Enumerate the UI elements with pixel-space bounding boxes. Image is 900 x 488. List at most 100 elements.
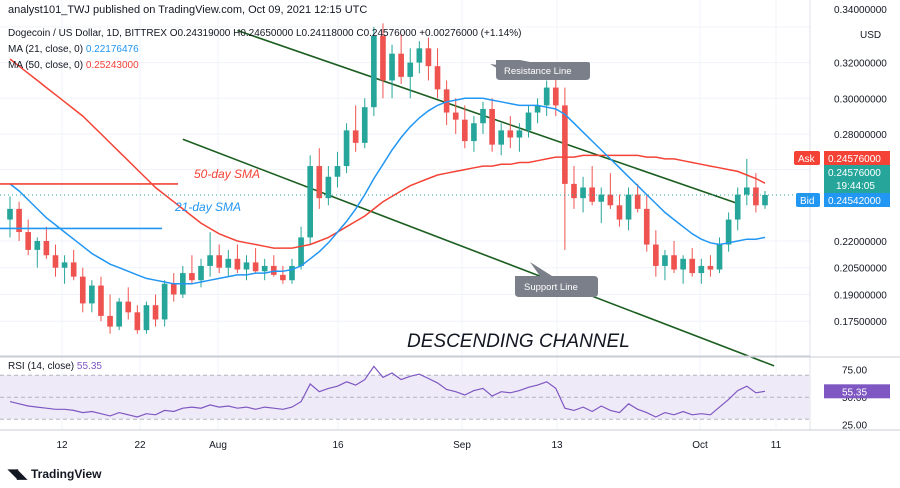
support-label: Support Line xyxy=(524,282,578,293)
candle-body xyxy=(70,262,77,277)
time-tick: 22 xyxy=(134,440,146,451)
candle-body xyxy=(298,237,304,266)
candle-body xyxy=(443,89,450,113)
time-tick: 11 xyxy=(771,440,782,451)
price-tick: 0.32000000 xyxy=(834,59,887,70)
candle-body xyxy=(170,283,177,295)
candle-body xyxy=(252,262,259,272)
horizontal-levels xyxy=(0,183,178,230)
candle-body xyxy=(225,258,232,268)
candle-body xyxy=(16,208,22,233)
candle-body xyxy=(43,240,50,256)
last-price-value: 0.24576000 xyxy=(828,168,881,179)
candle-body xyxy=(653,244,659,266)
candle-body xyxy=(361,107,368,143)
candle-body xyxy=(571,183,577,199)
candles xyxy=(7,23,768,334)
candle-body xyxy=(7,208,13,220)
candle-body xyxy=(307,166,314,238)
candle-body xyxy=(371,35,377,108)
time-tick: Aug xyxy=(209,440,227,451)
candle-body xyxy=(143,305,150,331)
support-channel-line xyxy=(182,138,775,367)
candle-body xyxy=(325,176,332,199)
descending-channel xyxy=(182,29,775,367)
candle-body xyxy=(753,187,759,206)
price-tick: 0.28000000 xyxy=(834,130,887,141)
time-tick: Oct xyxy=(692,440,708,451)
candle-body xyxy=(507,130,514,138)
candle-body xyxy=(79,276,86,304)
candle-body xyxy=(471,123,477,142)
rsi-tick: 50.00 xyxy=(842,393,867,404)
candle-body xyxy=(389,53,395,81)
tradingview-logo[interactable]: ◥◣ TradingView xyxy=(8,466,101,482)
price-tick: 0.30000000 xyxy=(834,94,887,105)
candle-body xyxy=(343,130,350,167)
candle-body xyxy=(198,265,204,281)
candle-body xyxy=(516,130,523,138)
bid-value: 0.24542000 xyxy=(828,196,881,207)
ask-tag-label: Ask xyxy=(798,154,816,165)
ma21-legend[interactable]: MA (21, close, 0) 0.22176476 xyxy=(8,44,139,55)
candle-body xyxy=(98,285,104,316)
price-tick: 0.17500000 xyxy=(834,317,887,328)
rsi-tick: 75.00 xyxy=(842,366,867,377)
ohlc-line: Dogecoin / US Dollar, 1D, BITTREX O0.243… xyxy=(8,28,522,39)
candle-body xyxy=(743,187,750,195)
ma50-legend[interactable]: MA (50, close, 0) 0.25243000 xyxy=(8,60,139,71)
annotations: 50-day SMA 21-day SMA Resistance Line Suppo… xyxy=(174,60,630,352)
ma21-label: MA (21, close, 0) xyxy=(8,44,84,55)
resistance-label: Resistance Line xyxy=(504,66,572,77)
candle-body xyxy=(334,166,341,177)
price-axis[interactable]: 0.34000000 USD 0.32000000 0.30000000 0.28000… xyxy=(0,5,890,328)
ma21-annotation: 21-day SMA xyxy=(174,200,241,214)
ma21-line xyxy=(9,97,766,285)
candle-body xyxy=(562,105,568,184)
candle-body xyxy=(207,255,213,266)
rsi-line xyxy=(9,365,766,418)
candle-body xyxy=(698,265,705,274)
candle-body xyxy=(425,48,432,67)
candle-body xyxy=(398,53,404,77)
candle-body xyxy=(689,258,696,274)
candle-body xyxy=(161,283,168,320)
candle-body xyxy=(89,285,95,304)
ma50-value: 0.25243000 xyxy=(85,60,139,71)
rsi-axis[interactable]: 75.00 50.00 25.00 55.35 xyxy=(824,366,890,432)
candle-body xyxy=(289,265,295,281)
candle-body xyxy=(489,108,495,145)
last-price-badge xyxy=(824,165,890,193)
candle-body xyxy=(116,301,122,327)
currency-label: USD xyxy=(860,30,881,41)
candle-body xyxy=(243,262,250,270)
candle-body xyxy=(352,130,359,143)
rsi-badge-value: 55.35 xyxy=(842,387,867,398)
candle-body xyxy=(107,315,113,327)
candle-body xyxy=(134,312,141,331)
symbol-title[interactable]: Dogecoin / US Dollar, 1D, BITTREX O0.243… xyxy=(8,28,522,39)
moving-averages xyxy=(9,58,766,285)
rsi-label: RSI (14, close) xyxy=(8,361,75,372)
time-axis[interactable]: 12 22 Aug 16 Sep 13 Oct 11 xyxy=(56,440,781,451)
rsi-legend[interactable]: RSI (14, close) 55.35 xyxy=(8,361,102,372)
time-tick: 13 xyxy=(551,440,563,451)
candle-body xyxy=(261,265,268,272)
candle-body xyxy=(270,265,277,275)
candle-body xyxy=(480,108,486,124)
resistance-callout-pointer xyxy=(490,64,506,70)
candle-body xyxy=(407,62,414,77)
rsi-value: 55.35 xyxy=(76,361,102,372)
candle-body xyxy=(716,244,723,270)
candle-body xyxy=(452,112,459,120)
candle-body xyxy=(671,255,677,270)
ask-value: 0.24576000 xyxy=(828,154,881,165)
support-callout-pointer xyxy=(530,262,552,276)
time-tick: 12 xyxy=(56,440,68,451)
price-tick: 0.20500000 xyxy=(834,264,887,275)
time-tick: Sep xyxy=(453,440,471,451)
bar-countdown: 19:44:05 xyxy=(836,181,875,192)
candle-body xyxy=(707,265,714,270)
